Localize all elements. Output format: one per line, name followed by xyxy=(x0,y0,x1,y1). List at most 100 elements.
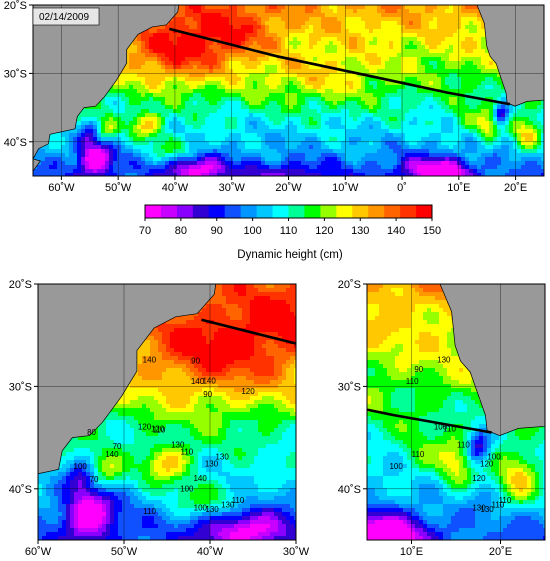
contour-label: 90 xyxy=(203,390,212,399)
contour-label: 110 xyxy=(232,496,245,505)
colorbar-swatch xyxy=(224,205,242,218)
africa-land xyxy=(476,5,544,107)
lon-tick-label: 0˚ xyxy=(397,182,407,194)
colorbar-swatch xyxy=(288,205,305,218)
contour-label: 70 xyxy=(90,475,99,484)
colorbar-tick-label: 70 xyxy=(139,225,151,237)
contour-label: 120 xyxy=(138,423,152,432)
contour-label: 100 xyxy=(74,462,88,471)
lon-tick-label: 60˚W xyxy=(48,182,75,194)
panel-frame xyxy=(37,283,297,541)
lat-tick-label: 40˚S xyxy=(9,484,32,496)
date-badge: 02/14/2009 xyxy=(32,7,100,26)
contour-label: 100 xyxy=(389,462,403,471)
lon-tick-label: 10˚W xyxy=(332,182,359,194)
colorbar-swatch xyxy=(352,205,369,218)
contour-label: 100 xyxy=(487,452,501,461)
contour-label: 100 xyxy=(194,504,208,513)
colorbar-swatch xyxy=(240,205,258,218)
contour-label: 140 xyxy=(193,474,207,483)
colorbar-swatch xyxy=(256,205,273,218)
transect-line xyxy=(367,408,492,434)
lon-tick-label: 20˚W xyxy=(275,182,302,194)
lon-tick-label: 30˚W xyxy=(283,546,310,558)
contour-label: 100 xyxy=(180,484,194,493)
lon-tick-label: 30˚W xyxy=(219,182,246,194)
lat-tick-label: 40˚S xyxy=(4,137,27,149)
colorbar-swatch xyxy=(400,205,417,218)
colorbar-swatch xyxy=(336,205,353,218)
colorbar-tick-label: 80 xyxy=(175,225,187,237)
colorbar-title: Dynamic height (cm) xyxy=(237,249,343,261)
contour-label: 110 xyxy=(412,450,425,459)
graticule xyxy=(38,284,296,540)
lon-tick-label: 50˚W xyxy=(105,182,132,194)
contour-label: 110 xyxy=(153,425,166,434)
colorbar-swatch xyxy=(320,205,337,218)
graticule xyxy=(33,5,544,176)
contour-label: 110 xyxy=(443,425,456,434)
lon-tick-label: 40˚W xyxy=(197,546,224,558)
contour-label: 120 xyxy=(151,425,165,434)
contour-label: 80 xyxy=(87,428,96,437)
colorbar-swatch xyxy=(416,205,433,218)
contour-label: 140 xyxy=(105,450,119,459)
contour-label: 130 xyxy=(215,452,229,461)
contour-label: 140 xyxy=(202,377,216,386)
contour-label: 120 xyxy=(480,459,494,468)
panel-frame xyxy=(366,283,546,541)
contour-label: 120 xyxy=(472,474,486,483)
lat-tick-label: 30˚S xyxy=(9,381,32,393)
lon-tick-label: 50˚W xyxy=(111,546,138,558)
colorbar-swatch xyxy=(176,205,194,218)
lon-tick-label: 10˚E xyxy=(400,546,423,558)
contour-label: 120 xyxy=(241,387,255,396)
africa-land xyxy=(439,284,545,436)
colorbar: 70 80 90 100 110 120 130 140 150 xyxy=(139,204,441,237)
colorbar-tick-label: 120 xyxy=(315,225,333,237)
lat-tick-label: 30˚S xyxy=(338,381,361,393)
colorbar-swatch xyxy=(368,205,385,218)
contour-label: 110 xyxy=(457,441,470,450)
lon-tick-label: 10˚E xyxy=(447,182,470,194)
contour-label: 90 xyxy=(191,356,200,365)
colorbar-swatch xyxy=(192,205,210,218)
colorbar-tick-label: 110 xyxy=(280,225,298,237)
contour-label: 110 xyxy=(406,377,419,386)
contour-label: 130 xyxy=(205,459,219,468)
date-badge-box xyxy=(32,7,100,26)
map-panel-southeast-atlantic: 1201101301101201001009013011011011013010… xyxy=(338,279,546,558)
south-america-land xyxy=(38,284,217,475)
contour-label: 130 xyxy=(437,356,451,365)
lat-tick-label: 20˚S xyxy=(9,279,32,291)
lon-tick-label: 20˚E xyxy=(504,182,527,194)
colorbar-tick-label: 130 xyxy=(351,225,369,237)
dynamic-height-field xyxy=(38,284,296,540)
colorbar-swatch xyxy=(272,205,289,218)
contour-label: 130 xyxy=(205,505,219,514)
contour-label: 110 xyxy=(492,501,505,510)
contour-label: 110 xyxy=(143,507,156,516)
contour-label: 100 xyxy=(434,423,448,432)
contour-label: 130 xyxy=(472,504,486,513)
colorbar-swatch xyxy=(145,205,162,218)
contour-label: 140 xyxy=(191,377,205,386)
lon-tick-label: 20˚E xyxy=(489,546,512,558)
contour-label: 130 xyxy=(171,441,185,450)
lon-tick-label: 60˚W xyxy=(25,546,52,558)
colorbar-tick-label: 150 xyxy=(423,225,441,237)
contour-label: 130 xyxy=(480,505,494,514)
contour-label: 140 xyxy=(143,356,157,365)
contour-label: 90 xyxy=(414,365,423,374)
colorbar-swatch xyxy=(384,205,401,218)
lat-tick-label: 40˚S xyxy=(338,484,361,496)
contour-label: 130 xyxy=(221,501,235,510)
south-america-land xyxy=(33,5,180,172)
lat-tick-label: 30˚S xyxy=(4,68,27,80)
colorbar-swatch xyxy=(160,205,178,218)
colorbar-tick-label: 90 xyxy=(211,225,223,237)
contour-label: 110 xyxy=(499,496,512,505)
colorbar-tick-label: 100 xyxy=(243,225,261,237)
transect-line xyxy=(168,27,511,106)
